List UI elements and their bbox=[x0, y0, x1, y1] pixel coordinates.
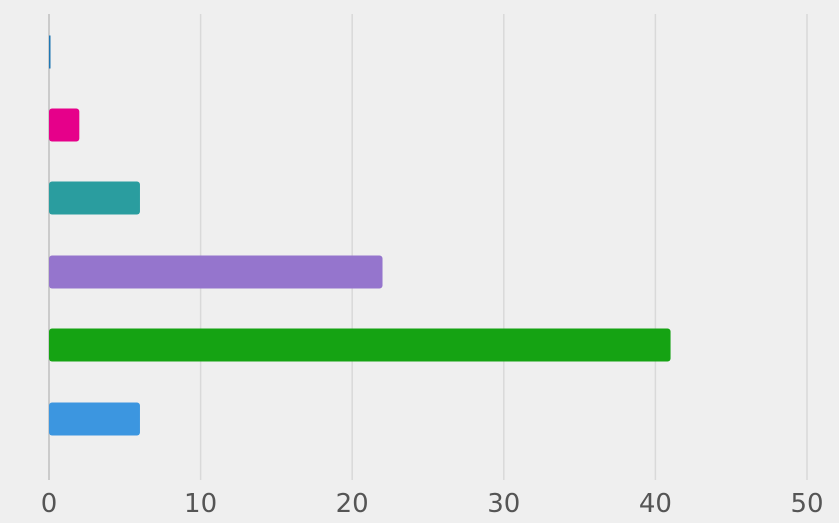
bar bbox=[49, 35, 51, 69]
x-tick-label: 20 bbox=[336, 489, 369, 519]
x-tick-label: 0 bbox=[41, 489, 58, 519]
bar bbox=[49, 255, 383, 289]
x-axis: 0 10 20 30 40 50 bbox=[41, 489, 824, 519]
bar bbox=[49, 181, 140, 215]
x-tick-label: 10 bbox=[184, 489, 217, 519]
x-tick-label: 50 bbox=[790, 489, 823, 519]
bar bbox=[49, 402, 140, 436]
bar bbox=[49, 108, 80, 142]
x-tick-label: 40 bbox=[639, 489, 672, 519]
bar bbox=[49, 328, 671, 362]
x-tick-label: 30 bbox=[487, 489, 520, 519]
bars bbox=[49, 35, 671, 436]
grid-lines bbox=[48, 14, 808, 480]
